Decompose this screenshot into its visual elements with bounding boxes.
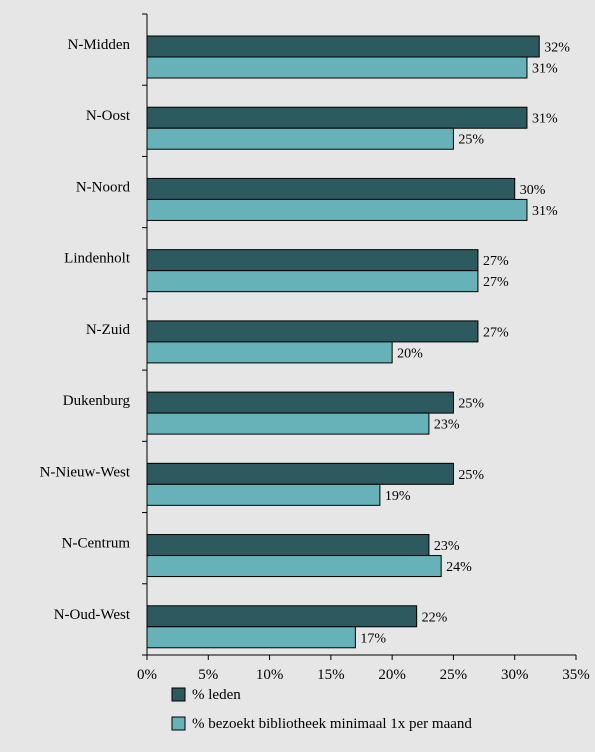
bar-leden [146, 391, 454, 414]
bar-bezoek [146, 412, 430, 435]
data-label: 27% [483, 254, 509, 269]
category-label: Lindenholt [64, 251, 131, 267]
data-label: 25% [458, 468, 484, 483]
bar-leden [146, 177, 516, 200]
legend-label: % bezoekt bibliotheek minimaal 1x per ma… [192, 716, 472, 732]
category-label: N-Zuid [86, 322, 131, 338]
bar-leden [146, 534, 430, 557]
bar-bezoek [146, 270, 479, 293]
bar-bezoek [146, 198, 528, 221]
bar-bezoek [146, 56, 528, 79]
data-label: 25% [458, 397, 484, 412]
data-label: 20% [397, 346, 423, 361]
x-tick-label: 30% [501, 667, 529, 683]
x-tick-label: 20% [378, 667, 406, 683]
data-label: 24% [446, 560, 472, 575]
data-label: 17% [360, 631, 386, 646]
data-label: 23% [434, 418, 460, 433]
bar-bezoek [146, 483, 381, 506]
data-label: 19% [385, 489, 411, 504]
data-label: 27% [483, 325, 509, 340]
x-tick-label: 35% [562, 667, 590, 683]
data-label: 23% [434, 539, 460, 554]
legend-swatch-bezoek [171, 716, 186, 731]
bar-leden [146, 605, 418, 628]
x-tick-label: 15% [317, 667, 345, 683]
bar-bezoek [146, 341, 393, 364]
data-label: 31% [532, 112, 558, 127]
category-labels-group: N-Midden N-Oost N-Noord Lindenholt N-Zuid Duk… [40, 37, 131, 623]
bar-leden [146, 462, 454, 485]
category-label: N-Centrum [62, 536, 131, 552]
category-label: N-Noord [76, 179, 131, 195]
legend-label: % leden [192, 687, 241, 703]
category-label: N-Nieuw-West [40, 464, 131, 480]
bar-bezoek [146, 127, 454, 150]
data-label: 25% [458, 133, 484, 148]
data-label: 30% [520, 183, 546, 198]
bar-leden [146, 35, 540, 58]
category-label: Dukenburg [63, 393, 131, 409]
bar-bezoek [146, 626, 356, 649]
bar-bezoek [146, 555, 442, 578]
axes-group: 0% 5% 10% 15% 20% 25% 30% 35% [137, 13, 590, 683]
x-tick-label: 25% [440, 667, 468, 683]
data-label: 32% [544, 41, 570, 56]
value-labels-group: 32% 31% 31% 25% 30% 31% 27% 27% 27% 20% 25% 23% 25% 1… [360, 41, 570, 647]
bars-group [146, 35, 540, 649]
category-label: N-Oost [86, 108, 131, 124]
bar-leden [146, 320, 479, 343]
x-tick-label: 5% [198, 667, 218, 683]
data-label: 22% [422, 610, 448, 625]
bar-leden [146, 249, 479, 272]
legend: % leden % bezoekt bibliotheek minimaal 1x… [171, 687, 472, 732]
data-label: 31% [532, 62, 558, 77]
x-tick-label: 0% [137, 667, 157, 683]
x-tick-label: 10% [256, 667, 284, 683]
legend-swatch-leden [171, 687, 186, 702]
data-label: 27% [483, 275, 509, 290]
category-label: N-Midden [68, 37, 131, 53]
category-label: N-Oud-West [54, 607, 131, 623]
data-label: 31% [532, 204, 558, 219]
bar-leden [146, 106, 528, 129]
